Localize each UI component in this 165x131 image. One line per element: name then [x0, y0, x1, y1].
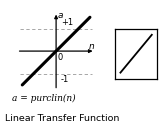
Text: +1: +1: [61, 18, 73, 27]
Text: a: a: [58, 11, 63, 20]
Text: 0: 0: [58, 53, 63, 62]
Text: a = purclin(n): a = purclin(n): [12, 94, 75, 103]
Text: Linear Transfer Function: Linear Transfer Function: [5, 114, 119, 123]
Text: -1: -1: [61, 75, 69, 84]
Text: n: n: [89, 42, 95, 51]
